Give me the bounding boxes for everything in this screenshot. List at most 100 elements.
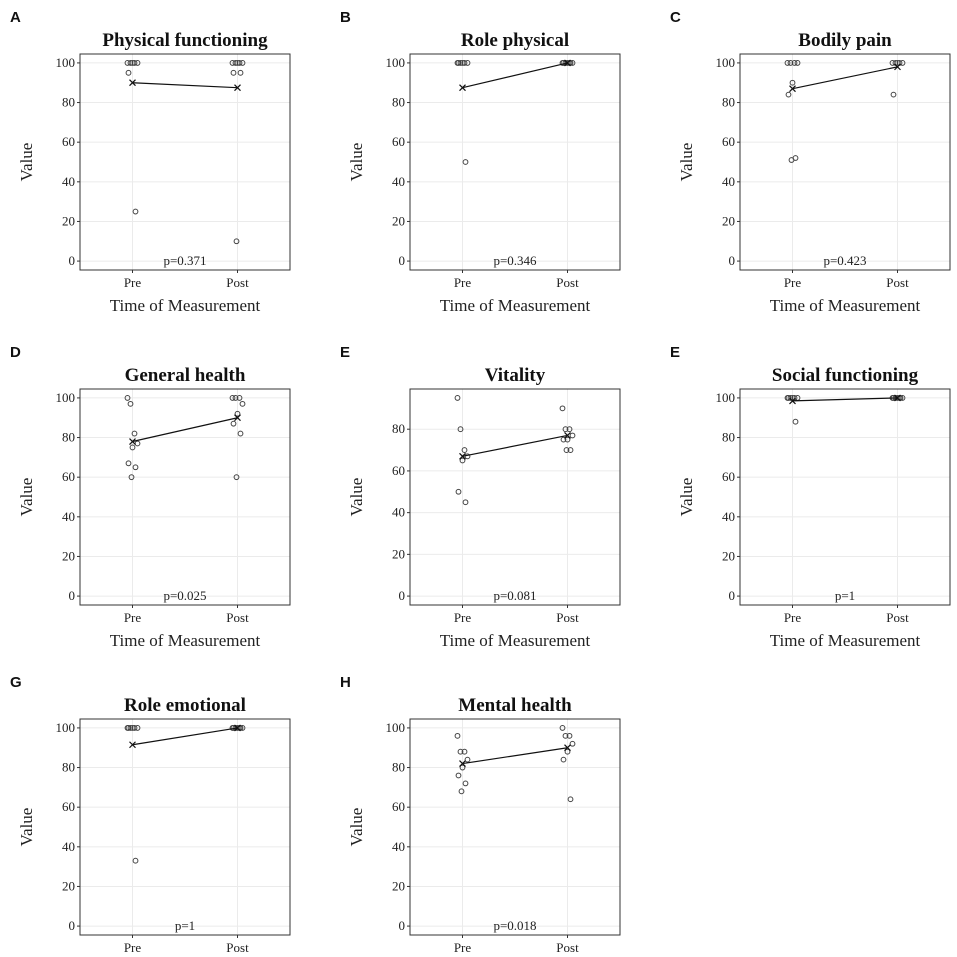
data-point-pre bbox=[132, 208, 139, 215]
data-point-pre bbox=[462, 499, 469, 506]
mean-marker-stroke bbox=[234, 414, 241, 422]
gridlines bbox=[80, 54, 290, 270]
data-point-pre bbox=[129, 444, 136, 451]
mean-line bbox=[132, 727, 238, 746]
x-tick-label: Pre bbox=[784, 610, 802, 625]
panel-letter: E bbox=[340, 344, 350, 361]
mean-marker-stroke bbox=[789, 397, 796, 405]
data-point-post bbox=[229, 395, 236, 401]
data-point-post bbox=[566, 426, 573, 433]
data-point-post bbox=[562, 426, 569, 433]
data-point-pre bbox=[128, 474, 135, 481]
x-tick-label: Post bbox=[556, 275, 579, 290]
mean-line bbox=[132, 82, 238, 89]
data-point-pre bbox=[131, 60, 138, 66]
panel-vitality: E Vitality 0 20 40 60 80 Pre Post Time of Measure… bbox=[340, 344, 621, 650]
data-point-post bbox=[230, 69, 237, 76]
panel-title: Mental health bbox=[458, 695, 572, 716]
y-tick-label: 80 bbox=[62, 430, 75, 445]
p-value-label: p=0.081 bbox=[493, 588, 536, 603]
data-point-post bbox=[237, 69, 244, 76]
x-tick-label: Pre bbox=[124, 275, 142, 290]
panel-title: Role physical bbox=[461, 30, 569, 51]
p-value-label: p=0.025 bbox=[163, 588, 206, 603]
x-tick-label: Post bbox=[226, 610, 249, 625]
mean-marker-stroke bbox=[789, 85, 796, 93]
data-point-post bbox=[237, 430, 244, 437]
y-tick-label: 100 bbox=[716, 55, 736, 70]
y-axis-title: Value bbox=[347, 478, 366, 517]
x-tick-label: Post bbox=[886, 610, 909, 625]
data-point-post bbox=[234, 60, 241, 66]
data-point-pre bbox=[131, 430, 138, 437]
mean-marker bbox=[564, 432, 571, 439]
panel-title: General health bbox=[125, 365, 246, 386]
data-point-post bbox=[232, 60, 239, 66]
data-point-post bbox=[569, 432, 576, 439]
mean-marker-stroke bbox=[459, 452, 466, 460]
panel-letter: A bbox=[10, 9, 21, 26]
mean-marker bbox=[564, 744, 571, 752]
y-tick-label: 100 bbox=[386, 720, 406, 735]
mean-marker bbox=[129, 741, 136, 749]
data-point-post bbox=[566, 732, 573, 739]
data-point-post bbox=[564, 436, 571, 443]
mean-marker-stroke bbox=[234, 84, 241, 92]
data-point-pre bbox=[459, 764, 466, 771]
gridlines bbox=[410, 719, 620, 935]
panel-title: Vitality bbox=[485, 365, 546, 386]
p-value-label: p=0.346 bbox=[493, 253, 537, 268]
data-point-pre bbox=[791, 60, 798, 66]
y-tick-label: 0 bbox=[729, 588, 736, 603]
mean-marker-stroke bbox=[564, 59, 571, 67]
data-point-pre bbox=[455, 488, 462, 495]
data-point-pre bbox=[125, 725, 132, 731]
data-point-post bbox=[232, 395, 239, 401]
panel-letter: G bbox=[10, 674, 22, 691]
p-value-label: p=1 bbox=[835, 588, 855, 603]
mean-marker-stroke bbox=[129, 438, 136, 445]
data-point-pre bbox=[127, 60, 134, 66]
mean-marker-stroke bbox=[459, 760, 466, 768]
gridlines bbox=[80, 719, 290, 935]
y-tick-label: 40 bbox=[722, 174, 735, 189]
data-points bbox=[784, 60, 906, 163]
panel-general-health: D General health 0 20 40 60 80 100 Pre Post Time o… bbox=[10, 344, 291, 650]
mean-marker-stroke bbox=[129, 741, 136, 749]
data-point-pre bbox=[457, 748, 464, 755]
data-point-post bbox=[559, 405, 566, 412]
data-point-pre bbox=[455, 60, 462, 66]
x-tick-label: Pre bbox=[454, 940, 472, 955]
y-tick-label: 20 bbox=[392, 546, 405, 561]
panel-letter: H bbox=[340, 674, 351, 691]
y-tick-label: 40 bbox=[62, 174, 75, 189]
data-point-pre bbox=[459, 457, 466, 464]
data-point-pre bbox=[784, 60, 791, 66]
p-value-label: p=0.371 bbox=[163, 253, 206, 268]
data-point-pre bbox=[457, 60, 464, 66]
panel-physical-functioning: A Physical functioning 0 20 40 60 80 100 Pre Post… bbox=[10, 9, 291, 315]
x-tick-label: Pre bbox=[454, 275, 472, 290]
data-points bbox=[124, 725, 246, 864]
mean-marker bbox=[894, 394, 901, 402]
data-point-post bbox=[239, 400, 246, 407]
y-tick-label: 0 bbox=[729, 253, 736, 268]
panel-role-physical: B Role physical 0 20 40 60 80 100 Pre Post Time of… bbox=[340, 9, 621, 315]
panel-letter: B bbox=[340, 9, 351, 26]
x-tick-label: Post bbox=[226, 940, 249, 955]
x-tick-label: Pre bbox=[784, 275, 802, 290]
data-point-post bbox=[890, 91, 897, 98]
panel-letter: C bbox=[670, 9, 681, 26]
x-axis-title: Time of Measurement bbox=[440, 296, 591, 315]
y-tick-label: 20 bbox=[62, 213, 75, 228]
data-point-pre bbox=[462, 159, 469, 165]
data-point-pre bbox=[785, 395, 792, 401]
y-tick-label: 100 bbox=[716, 390, 736, 405]
y-tick-label: 0 bbox=[399, 918, 406, 933]
data-point-pre bbox=[131, 725, 138, 731]
x-axis-title: Time of Measurement bbox=[110, 296, 261, 315]
mean-marker bbox=[894, 63, 901, 71]
y-tick-label: 100 bbox=[56, 55, 76, 70]
